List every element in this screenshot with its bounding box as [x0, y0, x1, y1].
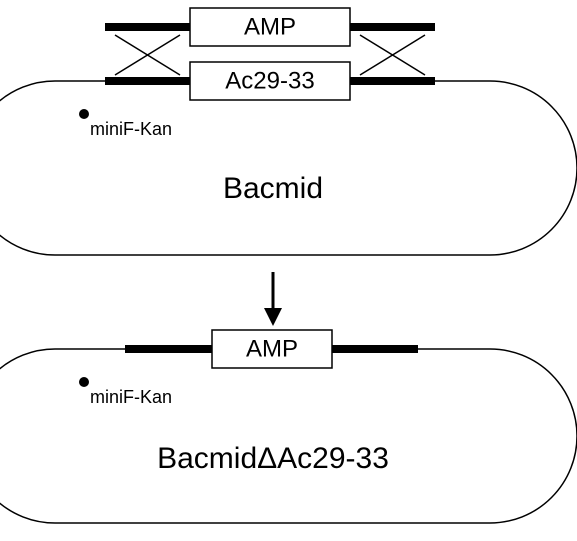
minif-kan-label-bottom: miniF-Kan [90, 387, 172, 407]
bacmid-recombinant: AMP miniF-Kan BacmidΔAc29-33 [0, 330, 577, 523]
minif-kan-dot-2 [79, 377, 89, 387]
bacmid-original: Ac29-33 miniF-Kan Bacmid [0, 62, 577, 255]
bacmid-target-label: Ac29-33 [225, 67, 314, 94]
donor-fragment: AMP [105, 8, 435, 46]
donor-cassette-label: AMP [244, 13, 296, 40]
bacmid-title: Bacmid [223, 172, 323, 205]
reaction-arrow [264, 272, 282, 326]
minif-kan-label-top: miniF-Kan [90, 119, 172, 139]
bacmid-outline [0, 81, 577, 255]
diagram-svg: AMP Ac29-33 miniF-Kan Bacmid AMP mi [0, 0, 577, 541]
minif-kan-dot [79, 109, 89, 119]
bacmid2-title: BacmidΔAc29-33 [157, 442, 389, 475]
arrow-head [264, 308, 282, 326]
bacmid2-outline [0, 349, 577, 523]
bacmid2-cassette-label: AMP [246, 335, 298, 362]
